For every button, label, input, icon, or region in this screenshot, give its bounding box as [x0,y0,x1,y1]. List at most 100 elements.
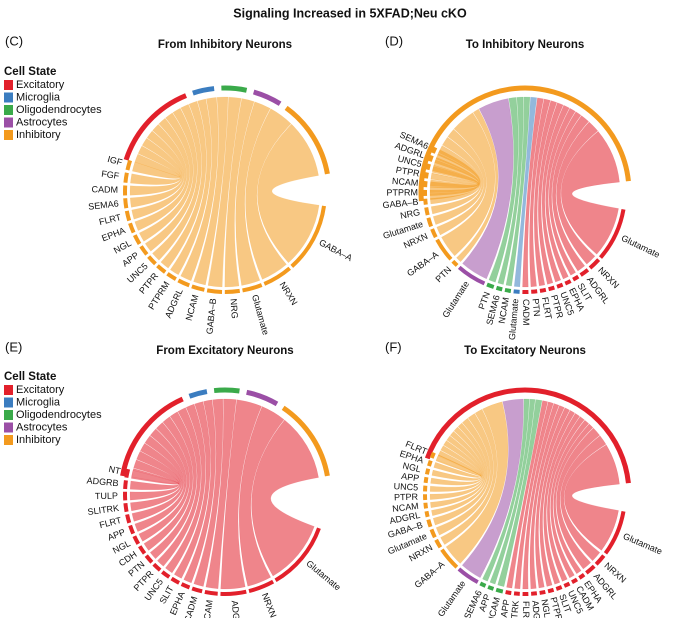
signal-label: PTN [433,264,453,284]
chord-ribbon [131,468,179,485]
chord-ribbon [522,97,544,288]
legend-swatch [4,105,13,115]
signal-label: NRXN [260,592,279,618]
signal-arc [603,510,626,555]
signal-arc [156,264,167,274]
signal-arc [429,528,437,539]
chord-ribbon [441,112,496,257]
chord-ribbon [545,108,576,280]
cell-state-arc [120,396,184,477]
cell-state-arc [424,387,631,484]
chord-ribbon [238,406,285,587]
chord-ribbon [553,423,594,575]
signal-arc [206,288,223,294]
signal-arc [132,535,141,545]
chord-ribbon [429,431,485,500]
signal-arc [539,287,547,293]
panel-letter: (C) [5,33,23,48]
signal-label: NGL [402,460,422,474]
signal-arc [571,577,579,585]
chord-ribbon [431,422,488,516]
legend-swatch [4,410,13,420]
signal-label: CADM [91,184,118,194]
legend-swatch [4,130,13,140]
signal-arc [479,581,487,588]
panel-letter: (F) [385,339,402,354]
signal-arc [124,468,131,478]
legend-swatch [4,422,13,433]
chord-panel: (F) To Excitatory NeuronsGlutamateNRXNADG… [385,339,664,618]
legend-swatch [4,435,13,445]
chord-ribbon [180,97,219,281]
chord-ribbon [130,145,181,185]
signal-label: GABA–A [317,237,354,263]
chord-ribbon [497,399,543,587]
chord-ribbon [488,97,519,283]
signal-label: NT [108,464,122,476]
signal-arc [128,222,136,234]
chord-ribbon [505,96,531,287]
signal-arc [457,567,479,584]
signal-arc [585,564,596,575]
chord-ribbon [139,112,194,242]
signal-arc [504,288,512,293]
chord-ribbon [235,101,271,286]
signal-label: NRG [228,298,239,319]
chord-ribbon [506,400,548,589]
signal-arc [487,585,495,591]
chord-ribbon [436,129,487,236]
signal-arc [424,510,430,518]
chord-ribbon [160,100,207,269]
legend-label: Inhibitory [16,434,61,446]
chord-ribbon [445,401,509,564]
signal-label: CADM [521,299,531,326]
signal-label: NCAM [497,296,511,324]
signal-arc [579,268,590,277]
signal-arc [547,587,555,594]
legend-label: Oligodendrocytes [16,104,102,116]
legend-label: Astrocytes [16,421,68,433]
signal-arc [123,198,129,209]
signal-arc [123,480,128,490]
signal-arc [556,282,564,289]
chord-ribbon [552,115,589,272]
legend-swatch [4,80,13,90]
signal-arc [572,274,580,282]
legend-swatch [4,385,13,395]
signal-label: APP [401,471,420,483]
signal-label: GABA–A [405,249,440,278]
signal-arc [123,502,129,513]
signal-label: GABA–B [382,197,419,210]
chord-ribbon [539,410,575,587]
signal-label: IGF [106,154,124,168]
signal-arc [132,234,142,245]
chord-ribbon [220,399,262,590]
chord-ribbon [193,398,224,587]
signal-arc [139,245,149,256]
chord-ribbon [138,422,190,542]
chord-ribbon [134,118,190,231]
signal-arc [435,238,453,261]
signal-arc [429,451,436,459]
cell-state-arc [418,85,631,202]
signal-arc [423,476,429,484]
signal-arc [170,576,181,585]
chord-ribbon [157,407,202,567]
signal-label: SLITRK [87,503,120,517]
signal-arc [242,283,263,293]
signal-arc [451,259,459,267]
signal-arc [423,502,429,509]
cell-state-arc [213,387,240,394]
signal-arc [563,581,571,588]
signal-label: PTPR [548,596,564,618]
panel-letter: (E) [5,339,22,354]
panel-title: From Inhibitory Neurons [158,39,292,51]
signal-arc [290,205,327,268]
cell-state-arc [221,85,248,93]
signal-label: PTPRM [386,187,418,197]
signal-arc [539,589,546,595]
signal-arc [161,570,171,579]
signal-label: GABA–A [412,559,446,590]
signal-arc [440,548,459,569]
signal-arc [144,554,154,564]
